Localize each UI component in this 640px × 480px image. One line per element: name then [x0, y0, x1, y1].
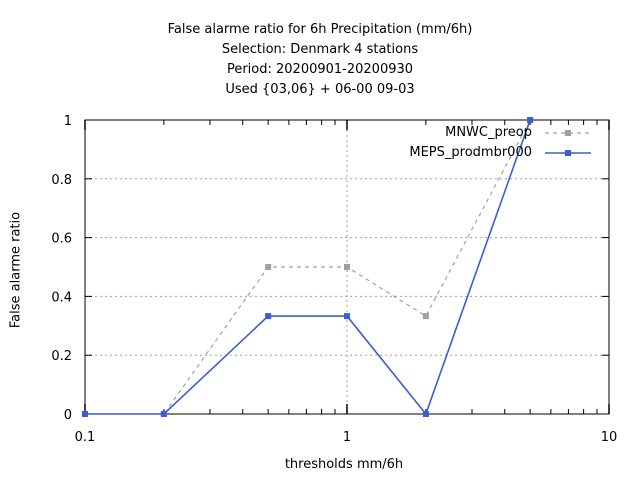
series-1-point-4 — [422, 411, 429, 417]
y-axis-label: False alarme ratio — [8, 211, 24, 329]
y-tick-label-3: 0.6 — [51, 232, 72, 247]
x-tick-label-2: 10 — [601, 430, 618, 445]
title-line-2: Selection: Denmark 4 stations — [221, 42, 419, 57]
series-line-1 — [85, 119, 531, 416]
series-0-point-4 — [422, 313, 429, 320]
title-line-3: Period: 20200901-20200930 — [226, 62, 414, 77]
legend-label-mnwc: MNWC_preop — [445, 125, 532, 140]
title-line-1: False alarme ratio for 6h Precipitation … — [167, 22, 473, 37]
y-tick-label-5: 1 — [64, 114, 72, 129]
series-0-point-2 — [265, 264, 272, 270]
series-1-point-3 — [344, 313, 350, 320]
y-tick-label-0: 0 — [64, 408, 72, 423]
legend-marker-1 — [565, 150, 571, 156]
series-1-point-2 — [265, 313, 272, 320]
series-line-0 — [85, 119, 531, 415]
series-1-point-0 — [82, 411, 88, 417]
series-0-point-3 — [344, 264, 350, 270]
y-tick-label-4: 0.8 — [51, 173, 72, 188]
title-line-4: Used {03,06} + 06-00 09-03 — [225, 82, 415, 97]
legend-label-meps: MEPS_prodmbr000 — [409, 145, 532, 160]
series-1-point-1 — [160, 411, 167, 417]
x-tick-label-1: 1 — [343, 430, 351, 445]
y-tick-label-1: 0.2 — [51, 349, 72, 364]
x-tick-label-0: 0.1 — [75, 430, 96, 445]
series-1-point-5 — [527, 117, 534, 123]
y-tick-label-2: 0.4 — [51, 290, 72, 305]
x-axis-label: thresholds mm/6h — [284, 457, 404, 472]
legend-marker-0 — [565, 130, 571, 136]
